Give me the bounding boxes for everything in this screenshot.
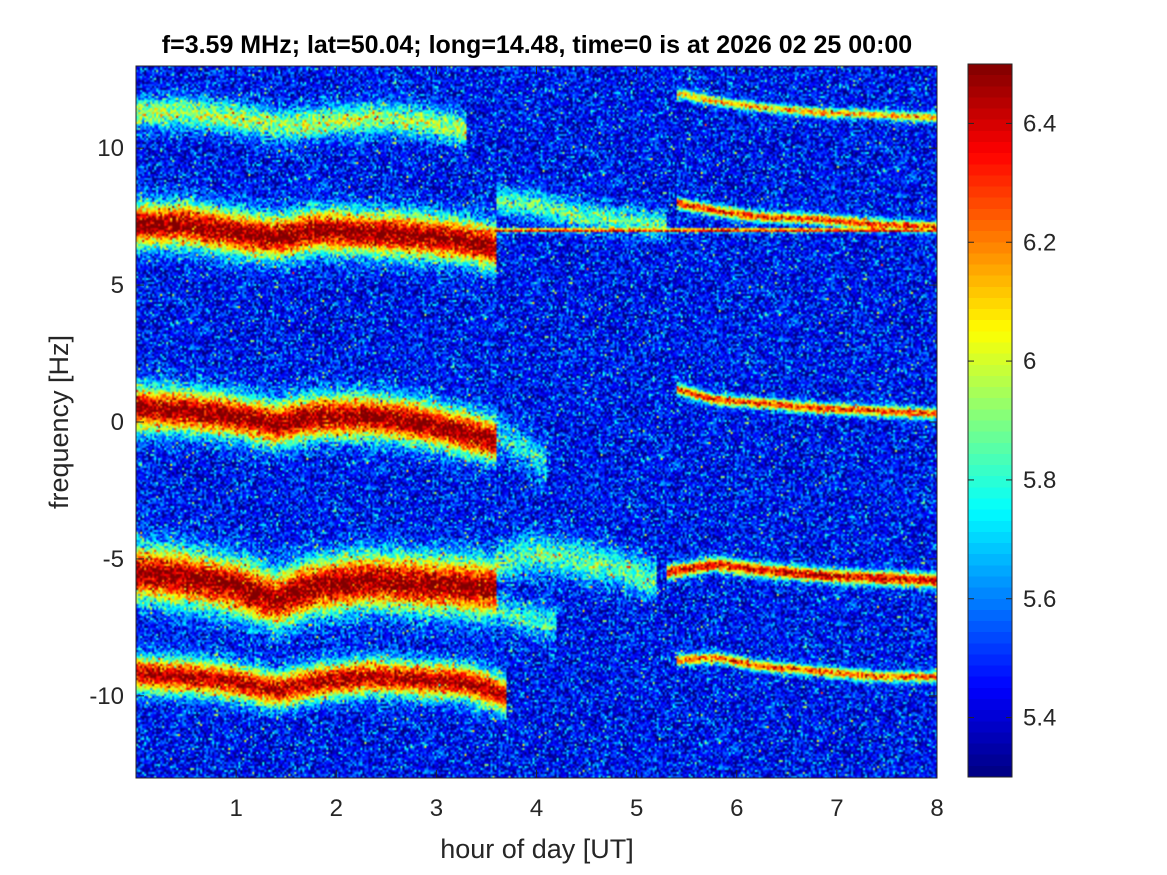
heatmap-image	[136, 66, 937, 778]
colorbar: 6.4 6.2 6 5.8 5.6 5.4	[967, 63, 1056, 778]
x-tick-label: 1	[229, 795, 242, 822]
colorbar-tick-label: 6.4	[1023, 110, 1056, 137]
colorbar-frame	[967, 63, 1013, 778]
colorbar-ticks: 6.4 6.2 6 5.8 5.6 5.4	[968, 110, 1056, 732]
colorbar-tick-label: 5.6	[1023, 586, 1056, 613]
colorbar-tick-label: 5.8	[1023, 467, 1056, 494]
colorbar-tick-label: 6	[1023, 348, 1036, 375]
y-tick-label: 10	[97, 135, 124, 162]
x-tick-label: 8	[930, 795, 943, 822]
plot-area	[135, 65, 938, 779]
colorbar-tick-label: 5.4	[1023, 705, 1056, 732]
x-tick-label: 5	[630, 795, 643, 822]
x-axis-label: hour of day [UT]	[440, 834, 634, 864]
x-tick-label: 6	[730, 795, 743, 822]
x-axis-ticks: 1 2 3 4 5 6 7 8	[229, 66, 944, 822]
y-tick-label: -10	[89, 683, 124, 710]
y-tick-label: -5	[103, 546, 124, 573]
y-tick-label: 5	[111, 272, 124, 299]
y-axis-ticks: 10 5 0 -5 -10	[89, 135, 937, 710]
colorbar-gradient	[968, 64, 1012, 777]
y-tick-label: 0	[111, 409, 124, 436]
y-axis-label: frequency [Hz]	[44, 335, 74, 509]
chart-title: f=3.59 MHz; lat=50.04; long=14.48, time=…	[162, 31, 912, 59]
colorbar-tick-label: 6.2	[1023, 229, 1056, 256]
x-tick-label: 7	[830, 795, 843, 822]
x-tick-label: 2	[330, 795, 343, 822]
x-tick-label: 4	[530, 795, 543, 822]
x-tick-label: 3	[430, 795, 443, 822]
